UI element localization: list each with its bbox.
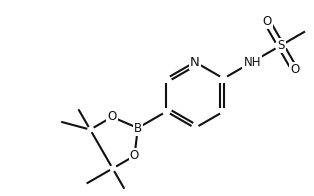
Text: O: O xyxy=(262,15,271,28)
Text: N: N xyxy=(190,55,200,68)
Text: B: B xyxy=(134,122,142,134)
Text: NH: NH xyxy=(243,55,261,68)
Text: O: O xyxy=(290,63,299,76)
Text: O: O xyxy=(130,149,139,162)
Text: S: S xyxy=(277,39,284,52)
Text: O: O xyxy=(107,111,117,123)
